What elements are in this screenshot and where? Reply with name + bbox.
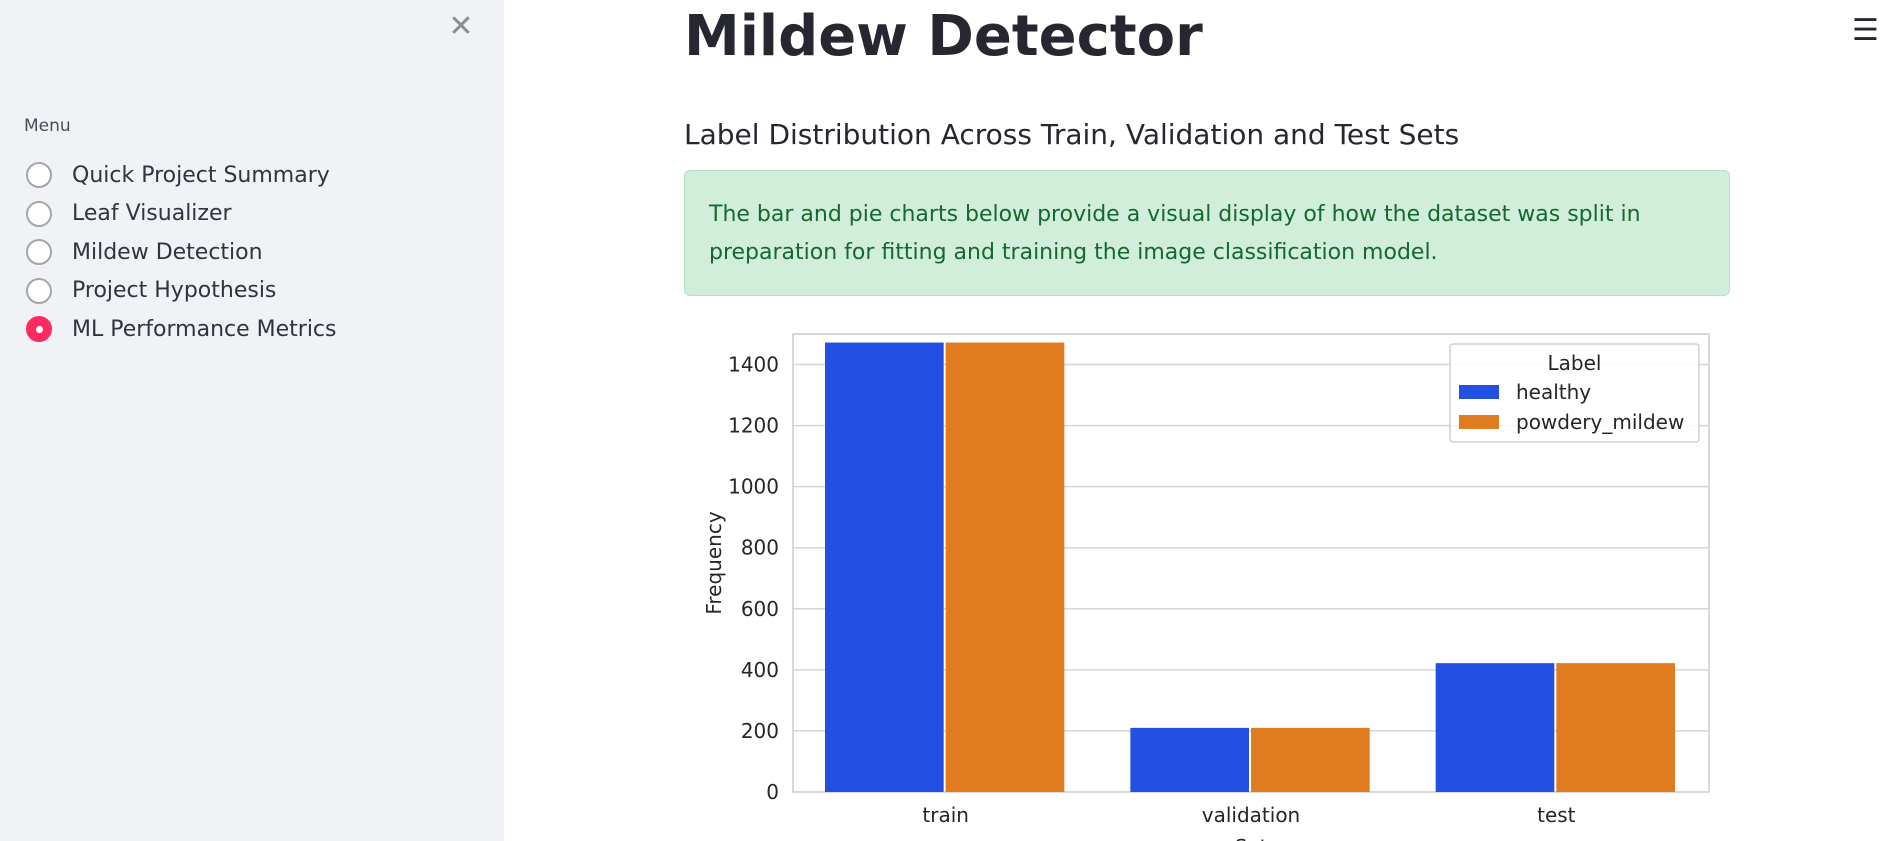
y-tick-label: 400 bbox=[741, 658, 779, 682]
radio-button-icon[interactable] bbox=[26, 277, 52, 304]
menu-label: Menu bbox=[24, 116, 71, 136]
radio-option-mildew-detection[interactable]: Mildew Detection bbox=[26, 233, 337, 272]
y-tick-label: 800 bbox=[741, 536, 779, 560]
main-menu-button[interactable]: ☰ bbox=[1852, 13, 1879, 48]
radio-button-icon[interactable] bbox=[26, 239, 52, 266]
y-tick-label: 1200 bbox=[728, 414, 779, 438]
hamburger-menu-icon[interactable]: ☰ bbox=[1852, 13, 1879, 48]
radio-button-checked-icon[interactable] bbox=[26, 316, 52, 343]
y-tick-label: 0 bbox=[766, 780, 779, 804]
info-text: The bar and pie charts below provide a v… bbox=[709, 202, 1641, 265]
bar-powdery_mildew-validation bbox=[1251, 727, 1370, 792]
radio-option-label[interactable]: Leaf Visualizer bbox=[72, 201, 232, 227]
radio-option-project-hypothesis[interactable]: Project Hypothesis bbox=[26, 272, 337, 311]
y-tick-label: 1000 bbox=[728, 475, 779, 499]
radio-button-icon[interactable] bbox=[26, 162, 52, 189]
y-tick-label: 600 bbox=[741, 597, 779, 621]
bar-powdery_mildew-train bbox=[945, 342, 1065, 792]
radio-option-label[interactable]: Quick Project Summary bbox=[72, 162, 330, 188]
x-tick-label: validation bbox=[1202, 803, 1300, 827]
bar-healthy-train bbox=[825, 342, 944, 792]
y-axis-label: Frequency bbox=[702, 511, 726, 614]
menu-radio-group: Quick Project Summary Leaf Visualizer Mi… bbox=[26, 156, 337, 349]
page-title: Mildew Detector bbox=[684, 4, 1203, 69]
chart-legend bbox=[1449, 343, 1700, 443]
x-axis-label: Set bbox=[1235, 835, 1268, 841]
radio-option-leaf-visualizer[interactable]: Leaf Visualizer bbox=[26, 195, 337, 234]
legend-swatch bbox=[1459, 385, 1499, 399]
bar-chart-svg: 0 200 400 600 800 1000 1200 1400 train validation… bbox=[702, 333, 1710, 841]
x-tick-label: test bbox=[1537, 803, 1576, 827]
label-distribution-chart: 0 200 400 600 800 1000 1200 1400 train validation… bbox=[684, 320, 1730, 841]
sidebar: ✕ Menu Quick Project Summary Leaf Visual… bbox=[0, 0, 504, 841]
radio-option-quick-project-summary[interactable]: Quick Project Summary bbox=[26, 156, 337, 195]
radio-option-label[interactable]: Project Hypothesis bbox=[72, 278, 277, 304]
x-tick-label: train bbox=[922, 803, 969, 827]
success-info-box: The bar and pie charts below provide a v… bbox=[684, 170, 1730, 296]
legend-entry: powdery_mildew bbox=[1516, 410, 1684, 434]
y-tick-label: 200 bbox=[741, 719, 779, 743]
legend-title: Label bbox=[1548, 351, 1602, 375]
radio-option-label[interactable]: ML Performance Metrics bbox=[72, 316, 337, 342]
bar-healthy-validation bbox=[1130, 727, 1249, 792]
legend-swatch bbox=[1459, 415, 1499, 429]
bar-healthy-test bbox=[1435, 663, 1555, 792]
section-subheader: Label Distribution Across Train, Validat… bbox=[684, 118, 1460, 151]
bar-powdery_mildew-test bbox=[1556, 663, 1675, 792]
radio-option-ml-performance-metrics[interactable]: ML Performance Metrics bbox=[26, 310, 337, 349]
y-tick-label: 1400 bbox=[728, 353, 779, 377]
close-sidebar-button[interactable]: ✕ bbox=[446, 12, 476, 42]
radio-option-label[interactable]: Mildew Detection bbox=[72, 239, 263, 265]
legend-entry: healthy bbox=[1516, 380, 1591, 404]
radio-button-icon[interactable] bbox=[26, 200, 52, 227]
close-icon[interactable]: ✕ bbox=[448, 9, 474, 44]
